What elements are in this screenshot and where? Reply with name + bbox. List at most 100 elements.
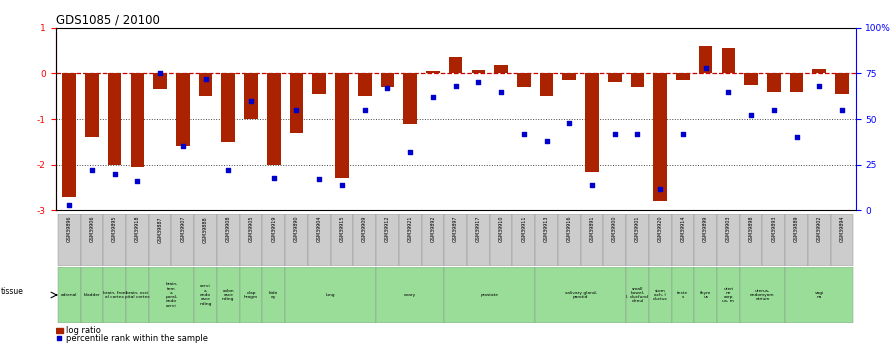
Text: log ratio: log ratio (65, 326, 100, 335)
Bar (331, 214, 353, 266)
Point (721, 89, 736, 94)
Bar (653, 73, 667, 201)
Text: GSM39911: GSM39911 (521, 216, 526, 243)
Text: GSM39904: GSM39904 (316, 216, 322, 243)
Bar (149, 214, 171, 266)
Bar (676, 73, 690, 80)
Bar (81, 267, 103, 323)
Text: GSM39892: GSM39892 (430, 216, 435, 243)
Bar (626, 267, 649, 323)
Bar (721, 48, 736, 73)
Point (699, 65, 713, 71)
Bar (631, 73, 644, 87)
Bar (490, 214, 513, 266)
Bar (539, 73, 554, 96)
Bar (421, 214, 444, 266)
Text: GSM39910: GSM39910 (498, 216, 504, 243)
Bar (535, 267, 626, 323)
Bar (376, 267, 444, 323)
Point (176, 144, 190, 149)
Point (335, 182, 349, 188)
Bar (381, 73, 394, 87)
Text: GSM39905: GSM39905 (248, 216, 254, 243)
Text: GSM39900: GSM39900 (612, 216, 617, 243)
Bar (785, 267, 853, 323)
Bar (649, 267, 672, 323)
Bar (762, 214, 785, 266)
Bar (353, 214, 376, 266)
Text: salivary gland,
parotid: salivary gland, parotid (564, 291, 597, 299)
Text: tissue: tissue (1, 287, 24, 296)
Text: uterus,
endomyom
etrium: uterus, endomyom etrium (750, 289, 775, 301)
Text: GSM39914: GSM39914 (680, 216, 685, 243)
Bar (789, 73, 804, 91)
Bar (245, 73, 258, 119)
Bar (467, 214, 490, 266)
Text: GSM39916: GSM39916 (567, 216, 572, 243)
Text: kidn
ey: kidn ey (269, 291, 279, 299)
Bar (176, 73, 190, 146)
Text: GSM39894: GSM39894 (840, 216, 845, 243)
Text: GSM39896: GSM39896 (66, 216, 72, 243)
Bar (603, 214, 626, 266)
Point (630, 131, 644, 136)
Bar (308, 214, 331, 266)
Text: bladder: bladder (83, 293, 100, 297)
Text: brain, front
al cortex: brain, front al cortex (102, 291, 126, 299)
Bar (694, 214, 717, 266)
Point (358, 107, 372, 112)
Text: GSM39902: GSM39902 (817, 216, 822, 243)
Text: colon
asce
nding: colon asce nding (222, 289, 235, 301)
Bar (126, 267, 149, 323)
Point (653, 186, 668, 191)
Point (267, 175, 281, 180)
Bar (558, 214, 581, 266)
Bar (535, 214, 558, 266)
Point (562, 120, 576, 126)
Bar (495, 65, 508, 73)
Bar (699, 46, 712, 73)
Bar (444, 214, 467, 266)
Point (312, 177, 326, 182)
Bar (149, 267, 194, 323)
Bar (267, 73, 280, 165)
Bar (126, 214, 149, 266)
Point (289, 107, 304, 112)
Point (789, 135, 804, 140)
Text: GSM39887: GSM39887 (158, 216, 162, 243)
Text: GSM39921: GSM39921 (408, 216, 413, 243)
Point (108, 171, 122, 177)
Bar (694, 267, 717, 323)
Bar (376, 214, 399, 266)
Point (607, 131, 622, 136)
Bar (108, 73, 122, 165)
Text: GSM39890: GSM39890 (294, 216, 299, 243)
Bar (672, 267, 694, 323)
Text: brain,
tem
x,
poral,
endo
cervi: brain, tem x, poral, endo cervi (165, 282, 177, 308)
Bar (831, 214, 853, 266)
Bar (199, 73, 212, 96)
Bar (131, 73, 144, 167)
Point (403, 149, 418, 155)
Point (426, 94, 440, 100)
Bar (221, 73, 235, 142)
Bar (426, 71, 440, 73)
Text: GSM39899: GSM39899 (703, 216, 708, 242)
Point (835, 107, 849, 112)
Bar (81, 214, 103, 266)
Point (85, 167, 99, 173)
Text: GSM39889: GSM39889 (794, 216, 799, 243)
Text: teste
s: teste s (677, 291, 688, 299)
Text: GDS1085 / 20100: GDS1085 / 20100 (56, 14, 159, 27)
Point (471, 80, 486, 85)
Bar (263, 214, 285, 266)
Bar (745, 73, 758, 85)
Point (449, 83, 463, 89)
Text: GSM39891: GSM39891 (590, 216, 595, 243)
Bar (313, 73, 326, 94)
Text: GSM39909: GSM39909 (362, 216, 367, 242)
Point (812, 83, 826, 89)
Point (767, 107, 781, 112)
Bar (785, 214, 808, 266)
Bar (649, 214, 672, 266)
